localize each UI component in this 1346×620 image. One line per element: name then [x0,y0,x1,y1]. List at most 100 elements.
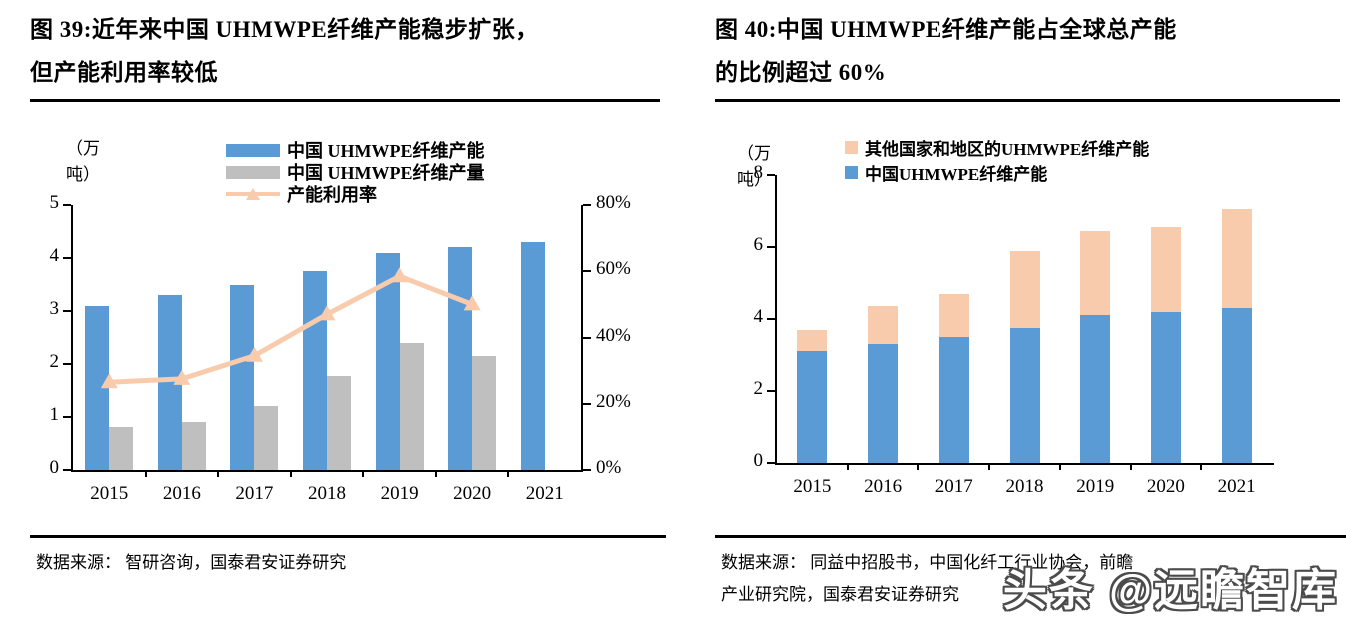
x-axis-year-label: 2019 [380,483,419,504]
y-tick-label: 8 [753,162,764,183]
y-tick-mark [767,390,775,392]
triangle-marker-icon [391,267,409,283]
others-capacity-bar [868,306,899,345]
y-tick-mark [63,469,71,471]
output-bar [472,356,497,470]
y2-tick-label: 60% [596,258,631,280]
y-tick-mark [767,462,775,464]
china-capacity-bar [868,344,899,463]
x-axis-year-label: 2016 [864,476,903,497]
others-capacity-bar [797,329,828,352]
x-tick-mark [217,472,220,477]
legend-label: 中国UHMWPE纤维产能 [865,165,1048,184]
y-tick-label: 5 [49,192,60,213]
global-share-stacked-chart: 0 2 4 6 8 2015 2016 2017 2018 2019 2020 2021 [715,8,1340,528]
gray-bar-swatch-icon [226,165,280,179]
y-tick-mark [63,257,71,259]
y-axis-line [775,175,777,463]
y-tick-mark [767,246,775,248]
china-capacity-bar [938,337,969,463]
peach-line-swatch-icon [226,187,280,201]
y-tick-mark [63,363,71,365]
x-tick-mark [846,465,849,470]
y2-tick-label: 20% [596,390,631,412]
x-axis-line [71,470,583,472]
x-axis-year-label: 2018 [308,483,346,504]
triangle-marker-icon [463,295,481,311]
others-capacity-bar [1150,227,1181,312]
x-tick-mark [988,465,991,470]
y2-tick-mark [583,270,591,273]
figure-40-title-line1: 图 40:中国 UHMWPE纤维产能占全球总产能 [715,17,1177,42]
watermark: 头条 @远瞻智库 [1002,566,1338,615]
legend-label: 中国 UHMWPE纤维产量 [287,163,485,183]
x-tick-mark [1058,465,1061,470]
output-bar [254,406,279,470]
x-axis-year-label: 2020 [1146,476,1185,497]
x-tick-mark [434,472,437,477]
x-tick-mark [1200,465,1203,470]
legend-item-output: 中国 UHMWPE纤维产量 [226,161,485,183]
capacity-bar [230,284,255,470]
x-tick-mark [1129,465,1132,470]
y2-tick-label: 40% [596,324,631,346]
figure-39-title-line2: 但产能利用率较低 [30,60,218,85]
y-tick-label: 4 [753,306,764,327]
y2-tick-label: 0% [596,457,622,478]
figure-40-panel: 图 40:中国 UHMWPE纤维产能占全球总产能 的比例超过 60% （万 吨）… [715,8,1346,612]
y2-tick-mark [583,402,591,405]
figure-39-title: 图 39:近年来中国 UHMWPE纤维产能稳步扩张， 但产能利用率较低 [30,8,660,102]
figure-39-panel: 图 39:近年来中国 UHMWPE纤维产能稳步扩张， 但产能利用率较低 （万 吨… [30,8,666,612]
china-capacity-bar [797,351,828,463]
y2-tick-mark [583,469,591,471]
legend-label: 中国 UHMWPE纤维产能 [287,141,485,161]
figure-39-legend: 中国 UHMWPE纤维产能 中国 UHMWPE纤维产量 产能利用率 [226,139,485,205]
triangle-marker-icon [100,373,118,389]
y-tick-label: 0 [49,457,60,478]
peach-square-swatch-icon [845,141,858,154]
y-tick-label: 2 [49,351,60,372]
capacity-utilization-chart: 0 1 2 3 4 5 0% 20% 40% 60% 80% 2015 2016 2017 2018 2019… [30,8,660,528]
x-axis-year-label: 2015 [90,483,129,504]
legend-item-utilization: 产能利用率 [226,183,485,205]
y2-axis-line [581,205,583,470]
output-bar [181,422,206,470]
others-capacity-bar [1080,230,1111,316]
x-axis-line [775,463,1274,465]
x-axis-year-label: 2021 [1217,476,1256,497]
x-axis-year-label: 2016 [162,483,201,504]
china-capacity-bar [1221,308,1252,463]
y-axis-line [71,205,73,470]
y-axis-unit-right: （万 吨） [737,144,771,189]
y-tick-mark [63,310,71,312]
y-axis-unit-left: （万 吨） [66,139,100,184]
figure-40-legend: 其他国家和地区的UHMWPE纤维产能 中国UHMWPE纤维产能 [845,135,1149,185]
china-capacity-bar [1150,311,1181,463]
legend-item-others: 其他国家和地区的UHMWPE纤维产能 [845,135,1149,160]
x-axis-year-label: 2018 [1005,476,1044,497]
x-tick-mark [144,472,147,477]
x-axis-year-label: 2017 [235,483,274,504]
y-tick-label: 4 [49,245,60,266]
y-tick-mark [63,416,71,418]
y-tick-label: 3 [49,298,60,319]
figure-40-title: 图 40:中国 UHMWPE纤维产能占全球总产能 的比例超过 60% [715,8,1340,102]
capacity-bar [303,271,327,470]
x-tick-mark [917,465,920,470]
figure-39-title-line1: 图 39:近年来中国 UHMWPE纤维产能稳步扩张， [30,17,539,42]
output-bar [109,426,134,470]
blue-square-swatch-icon [845,166,858,179]
y2-tick-label: 80% [596,192,631,213]
capacity-bar [448,247,473,470]
y-tick-label: 0 [753,450,764,471]
x-axis-year-label: 2017 [934,476,973,497]
x-axis-year-label: 2020 [453,483,492,504]
triangle-marker-icon [318,305,336,321]
others-capacity-bar [1221,209,1252,309]
x-axis-year-label: 2021 [525,483,564,504]
legend-label: 产能利用率 [287,185,377,205]
figure-39-source: 数据来源： 智研咨询，国泰君安证券研究 [30,535,666,579]
y-tick-label: 6 [753,234,764,255]
china-capacity-bar [1080,315,1111,463]
legend-label: 其他国家和地区的UHMWPE纤维产能 [865,140,1150,159]
